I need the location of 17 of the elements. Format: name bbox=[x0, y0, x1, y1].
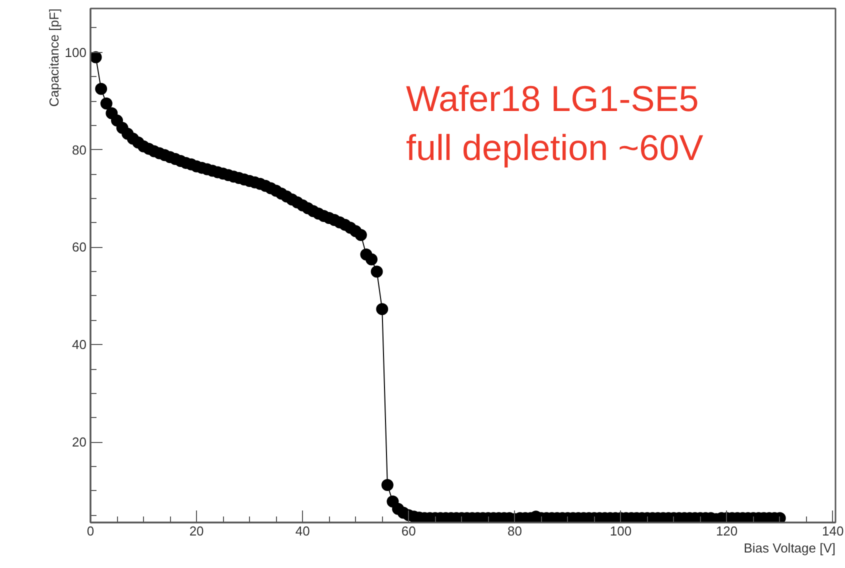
x-tick-label: 60 bbox=[401, 524, 416, 538]
y-tick-label: 100 bbox=[64, 44, 87, 60]
x-tick-label: 140 bbox=[822, 524, 844, 538]
y-tick-label: 20 bbox=[72, 434, 87, 450]
annotation: Wafer18 LG1-SE5 bbox=[406, 78, 699, 120]
x-tick-label: 100 bbox=[610, 524, 632, 538]
x-tick-label: 40 bbox=[295, 524, 310, 538]
x-tick-label: 20 bbox=[189, 524, 204, 538]
y-tick-label: 40 bbox=[72, 337, 87, 352]
x-tick-label: 0 bbox=[86, 524, 94, 538]
x-tick-label: 80 bbox=[507, 524, 522, 538]
y-tick-label: 80 bbox=[72, 142, 87, 158]
y-tick-label: 60 bbox=[72, 240, 87, 255]
x-axis-title: Bias Voltage [V] bbox=[744, 540, 836, 556]
y-axis-title: Capacitance [pF] bbox=[46, 8, 62, 107]
x-tick-label: 120 bbox=[716, 524, 738, 538]
annotation: full depletion ~60V bbox=[406, 126, 704, 168]
